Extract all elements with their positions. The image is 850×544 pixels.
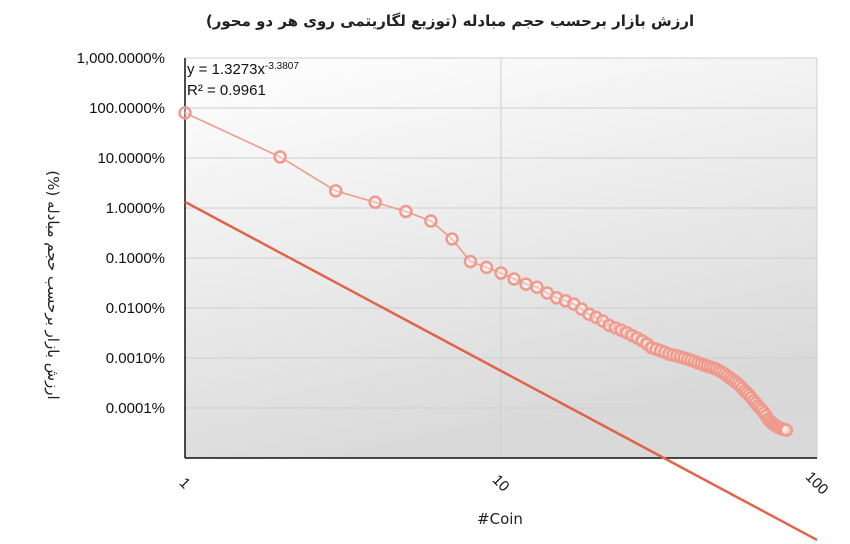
y-tick-label: 1.0000% [106,200,165,217]
data-point [530,280,544,294]
x-tick-label: 10 [489,471,513,495]
y-tick-label: 0.0001% [106,400,165,417]
data-point [589,310,603,325]
data-point [494,266,508,280]
trendline-exponent: -3.3807 [265,61,299,72]
y-tick-label: 10.0000% [97,150,165,167]
data-point [273,150,287,164]
data-point [445,232,459,246]
y-tick-label: 0.1000% [106,250,165,267]
data-point [329,184,343,198]
data-point [399,204,413,219]
data-point [178,106,192,120]
data-point [507,272,521,286]
y-tick-label: 0.0100% [106,300,165,317]
tick-layer: 1,000.0000% 100.0000% 10.0000% 1.0000% 0.100… [77,50,832,498]
x-axis-label: #Coin [477,510,523,528]
series-layer [178,106,794,437]
chart-title: ارزش بازار برحسب حجم مبادله (توزیع لگاری… [206,12,694,30]
trendline-r2: R² = 0.9961 [187,82,266,99]
y-tick-label: 1,000.0000% [77,50,165,67]
x-tick-label: 1 [176,474,194,492]
data-point [519,277,533,291]
y-axis-label: ارزش بازار برحسب حجم مبادله (%) [44,170,62,399]
data-point [424,214,438,228]
y-tick-label: 0.0010% [106,350,165,367]
y-tick-label: 100.0000% [89,100,165,117]
trendline [184,200,818,542]
data-point [779,423,794,437]
trend-layer [184,200,818,542]
axis-layer [184,58,817,459]
data-point [463,254,478,269]
trendline-equation: y = 1.3273x-3.3807 [187,61,299,78]
data-point [368,195,382,210]
x-tick-label: 100 [802,468,832,498]
data-point [479,260,494,275]
